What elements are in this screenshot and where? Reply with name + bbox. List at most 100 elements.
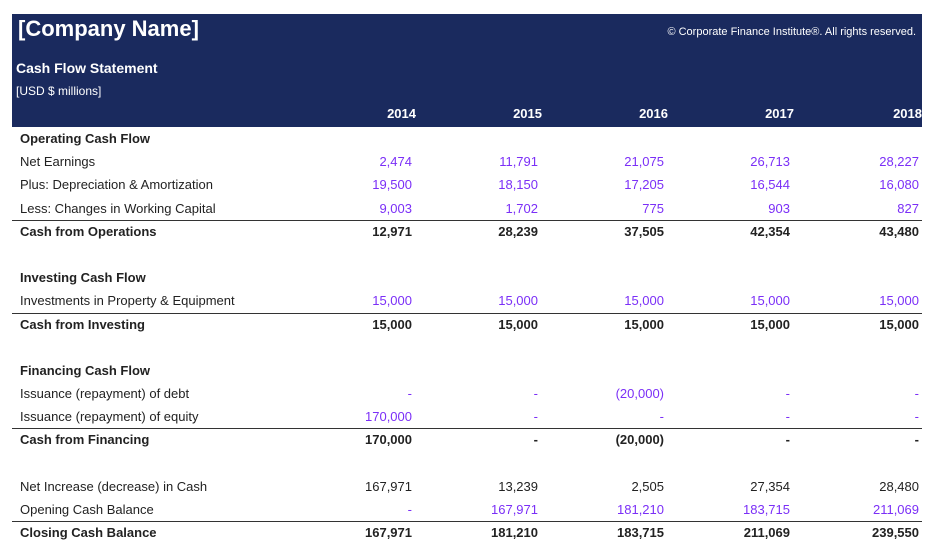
row-label: Net Earnings bbox=[20, 154, 96, 170]
value-cell[interactable]: 13,239 bbox=[498, 478, 538, 494]
section-header-row: Operating Cash Flow bbox=[12, 127, 922, 150]
value-cell[interactable]: 181,210 bbox=[491, 525, 538, 541]
value-cell[interactable]: 15,000 bbox=[372, 316, 412, 332]
table-row: Issuance (repayment) of equity 170,000 - - -… bbox=[12, 405, 922, 428]
value-cell[interactable]: 9,003 bbox=[379, 200, 412, 216]
table-row: Opening Cash Balance - 167,971 181,210 183,7… bbox=[12, 498, 922, 521]
row-label: Cash from Operations bbox=[20, 223, 157, 239]
table-row: Net Increase (decrease) in Cash 167,971 13… bbox=[12, 475, 922, 498]
value-cell[interactable]: 211,069 bbox=[872, 502, 919, 517]
statement-header: [Company Name] © Corporate Finance Insti… bbox=[12, 14, 922, 127]
value-cell[interactable]: - bbox=[533, 386, 538, 402]
row-label: Cash from Financing bbox=[20, 432, 150, 448]
value-cell[interactable]: 15,000 bbox=[624, 293, 664, 309]
value-cell[interactable]: 2,474 bbox=[379, 154, 412, 170]
units-label: [USD $ millions] bbox=[16, 84, 102, 98]
value-cell[interactable]: 28,480 bbox=[879, 478, 919, 494]
row-label: Investments in Property & Equipment bbox=[20, 293, 235, 309]
value-cell[interactable]: 27,354 bbox=[750, 478, 790, 494]
row-label: Cash from Investing bbox=[20, 316, 145, 332]
value-cell[interactable]: - bbox=[914, 409, 919, 425]
value-cell[interactable]: 183,715 bbox=[617, 525, 664, 541]
value-cell[interactable]: 1,702 bbox=[505, 200, 538, 216]
value-cell[interactable]: 28,227 bbox=[879, 154, 919, 170]
value-cell[interactable]: 2,505 bbox=[631, 478, 664, 494]
total-row: Cash from Financing 170,000 - (20,000) - - bbox=[12, 428, 922, 451]
value-cell[interactable]: 183,715 bbox=[743, 502, 790, 517]
value-cell[interactable]: - bbox=[785, 386, 790, 402]
value-cell[interactable]: 15,000 bbox=[498, 293, 538, 309]
row-label: Net Increase (decrease) in Cash bbox=[20, 478, 208, 494]
value-cell[interactable]: 15,000 bbox=[879, 293, 919, 309]
spacer-row bbox=[12, 452, 922, 475]
value-cell[interactable]: - bbox=[914, 432, 919, 448]
table-row: Net Earnings 2,474 11,791 21,075 26,713 28,22… bbox=[12, 150, 922, 173]
value-cell[interactable]: 15,000 bbox=[372, 293, 412, 309]
value-cell[interactable]: 167,971 bbox=[365, 525, 412, 541]
value-cell[interactable]: 16,544 bbox=[750, 177, 790, 193]
value-cell[interactable]: 16,080 bbox=[879, 177, 919, 193]
value-cell[interactable]: 15,000 bbox=[498, 316, 538, 332]
row-label: Closing Cash Balance bbox=[20, 525, 157, 541]
spacer-row bbox=[12, 243, 922, 266]
row-label: Investing Cash Flow bbox=[20, 270, 146, 286]
value-cell[interactable]: - bbox=[785, 409, 790, 425]
table-row: Less: Changes in Working Capital 9,003 1,7… bbox=[12, 197, 922, 220]
value-cell[interactable]: - bbox=[914, 386, 919, 402]
value-cell[interactable]: - bbox=[785, 432, 790, 448]
value-cell[interactable]: 827 bbox=[897, 200, 919, 216]
value-cell[interactable]: 19,500 bbox=[372, 177, 412, 193]
year-header-row: 2014 2015 2016 2017 2018 bbox=[12, 106, 922, 126]
row-label: Plus: Depreciation & Amortization bbox=[20, 177, 213, 193]
value-cell[interactable]: (20,000) bbox=[615, 432, 664, 448]
value-cell[interactable]: 211,069 bbox=[743, 525, 790, 541]
year-header: 2016 bbox=[639, 106, 668, 121]
value-cell[interactable]: 17,205 bbox=[624, 177, 664, 193]
total-row: Cash from Investing 15,000 15,000 15,000 15,… bbox=[12, 312, 922, 336]
value-cell[interactable]: 167,971 bbox=[365, 478, 412, 494]
year-header: 2014 bbox=[387, 106, 416, 121]
total-row: Closing Cash Balance 167,971 181,210 183,71… bbox=[12, 521, 922, 544]
value-cell[interactable]: 26,713 bbox=[750, 154, 790, 170]
row-label: Operating Cash Flow bbox=[20, 131, 151, 146]
value-cell[interactable]: 28,239 bbox=[498, 223, 538, 239]
company-name: [Company Name] bbox=[18, 16, 199, 41]
value-cell[interactable]: 170,000 bbox=[365, 409, 412, 425]
copyright-notice: © Corporate Finance Institute®. All righ… bbox=[667, 26, 916, 38]
value-cell[interactable]: 903 bbox=[768, 200, 790, 216]
table-row: Issuance (repayment) of debt - - (20,000) - - bbox=[12, 382, 922, 405]
value-cell[interactable]: (20,000) bbox=[615, 386, 664, 402]
value-cell[interactable]: 170,000 bbox=[365, 432, 412, 448]
total-row: Cash from Operations 12,971 28,239 37,505 42… bbox=[12, 219, 922, 243]
value-cell[interactable]: 42,354 bbox=[750, 223, 790, 239]
value-cell[interactable]: 181,210 bbox=[617, 502, 664, 517]
row-label: Opening Cash Balance bbox=[20, 502, 154, 517]
section-header-row: Financing Cash Flow bbox=[12, 359, 922, 382]
table-row: Plus: Depreciation & Amortization 19,500 1… bbox=[12, 173, 922, 196]
section-header-row: Investing Cash Flow bbox=[12, 266, 922, 289]
value-cell[interactable]: 43,480 bbox=[879, 223, 919, 239]
value-cell[interactable]: - bbox=[533, 409, 538, 425]
value-cell[interactable]: 239,550 bbox=[872, 525, 919, 541]
value-cell[interactable]: - bbox=[407, 502, 412, 517]
cash-flow-table: Operating Cash Flow Net Earnings 2,474 11,7… bbox=[12, 127, 922, 544]
value-cell[interactable]: 18,150 bbox=[498, 177, 538, 193]
year-header: 2017 bbox=[765, 106, 794, 121]
value-cell[interactable]: 15,000 bbox=[879, 316, 919, 332]
value-cell[interactable]: 15,000 bbox=[750, 293, 790, 309]
value-cell[interactable]: 15,000 bbox=[750, 316, 790, 332]
value-cell[interactable]: - bbox=[659, 409, 664, 425]
value-cell[interactable]: 21,075 bbox=[624, 154, 664, 170]
value-cell[interactable]: 11,791 bbox=[499, 154, 538, 170]
statement-title: Cash Flow Statement bbox=[16, 60, 158, 76]
row-label: Issuance (repayment) of debt bbox=[20, 386, 190, 402]
value-cell[interactable]: 775 bbox=[642, 200, 664, 216]
value-cell[interactable]: - bbox=[407, 386, 412, 402]
value-cell[interactable]: 15,000 bbox=[624, 316, 664, 332]
value-cell[interactable]: - bbox=[533, 432, 538, 448]
value-cell[interactable]: 12,971 bbox=[372, 223, 412, 239]
row-label: Less: Changes in Working Capital bbox=[20, 200, 216, 216]
value-cell[interactable]: 37,505 bbox=[624, 223, 664, 239]
table-row: Investments in Property & Equipment 15,00… bbox=[12, 289, 922, 312]
value-cell[interactable]: 167,971 bbox=[491, 502, 538, 517]
